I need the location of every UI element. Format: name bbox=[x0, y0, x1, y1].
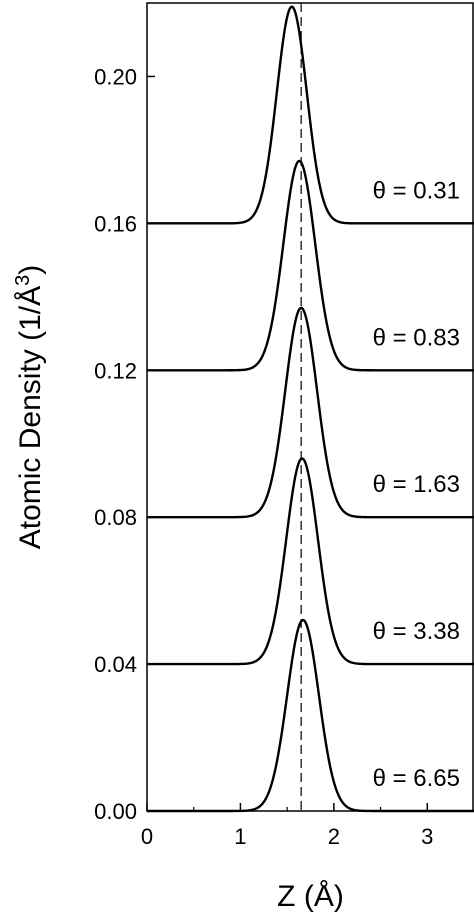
theta-annotation-3: θ = 1.63 bbox=[373, 471, 460, 498]
y-axis-title-main: Atomic Density (1/Å bbox=[14, 286, 47, 549]
y-axis-title-superscript: 3 bbox=[12, 275, 34, 286]
theta-annotation-5: θ = 6.65 bbox=[373, 765, 460, 792]
y-tick-label: 0.04 bbox=[94, 652, 137, 677]
x-tick-label: 3 bbox=[421, 824, 433, 849]
y-tick-label: 0.16 bbox=[94, 211, 137, 236]
series-line-4 bbox=[146, 457, 474, 666]
y-tick-label: 0.12 bbox=[94, 358, 137, 383]
y-tick-label: 0.00 bbox=[94, 799, 137, 824]
theta-annotation-1: θ = 0.31 bbox=[373, 177, 460, 204]
theta-annotation-2: θ = 0.83 bbox=[373, 324, 460, 351]
series-line-1 bbox=[146, 5, 474, 225]
x-axis-title: Z (Å) bbox=[277, 880, 344, 913]
theta-annotation-4: θ = 3.38 bbox=[373, 618, 460, 645]
curves-group bbox=[146, 5, 474, 813]
series-line-2 bbox=[146, 159, 474, 372]
y-tick-label: 0.08 bbox=[94, 505, 137, 530]
x-axis: 0 1 2 3 bbox=[141, 803, 433, 849]
plot-frame bbox=[146, 2, 474, 812]
y-tick-label: 0.20 bbox=[94, 64, 137, 89]
x-tick-label: 2 bbox=[328, 824, 340, 849]
y-axis-title-close: ) bbox=[14, 265, 47, 275]
y-axis-title: Atomic Density (1/Å3) bbox=[12, 265, 47, 550]
annotations-group: θ = 0.31 θ = 0.83 θ = 1.63 θ = 3.38 θ = 6.65 bbox=[373, 177, 460, 792]
series-line-3 bbox=[146, 306, 474, 519]
x-tick-label: 0 bbox=[141, 824, 153, 849]
x-tick-label: 1 bbox=[234, 824, 246, 849]
y-axis: 0.00 0.04 0.08 0.12 0.16 0.20 bbox=[94, 64, 155, 824]
